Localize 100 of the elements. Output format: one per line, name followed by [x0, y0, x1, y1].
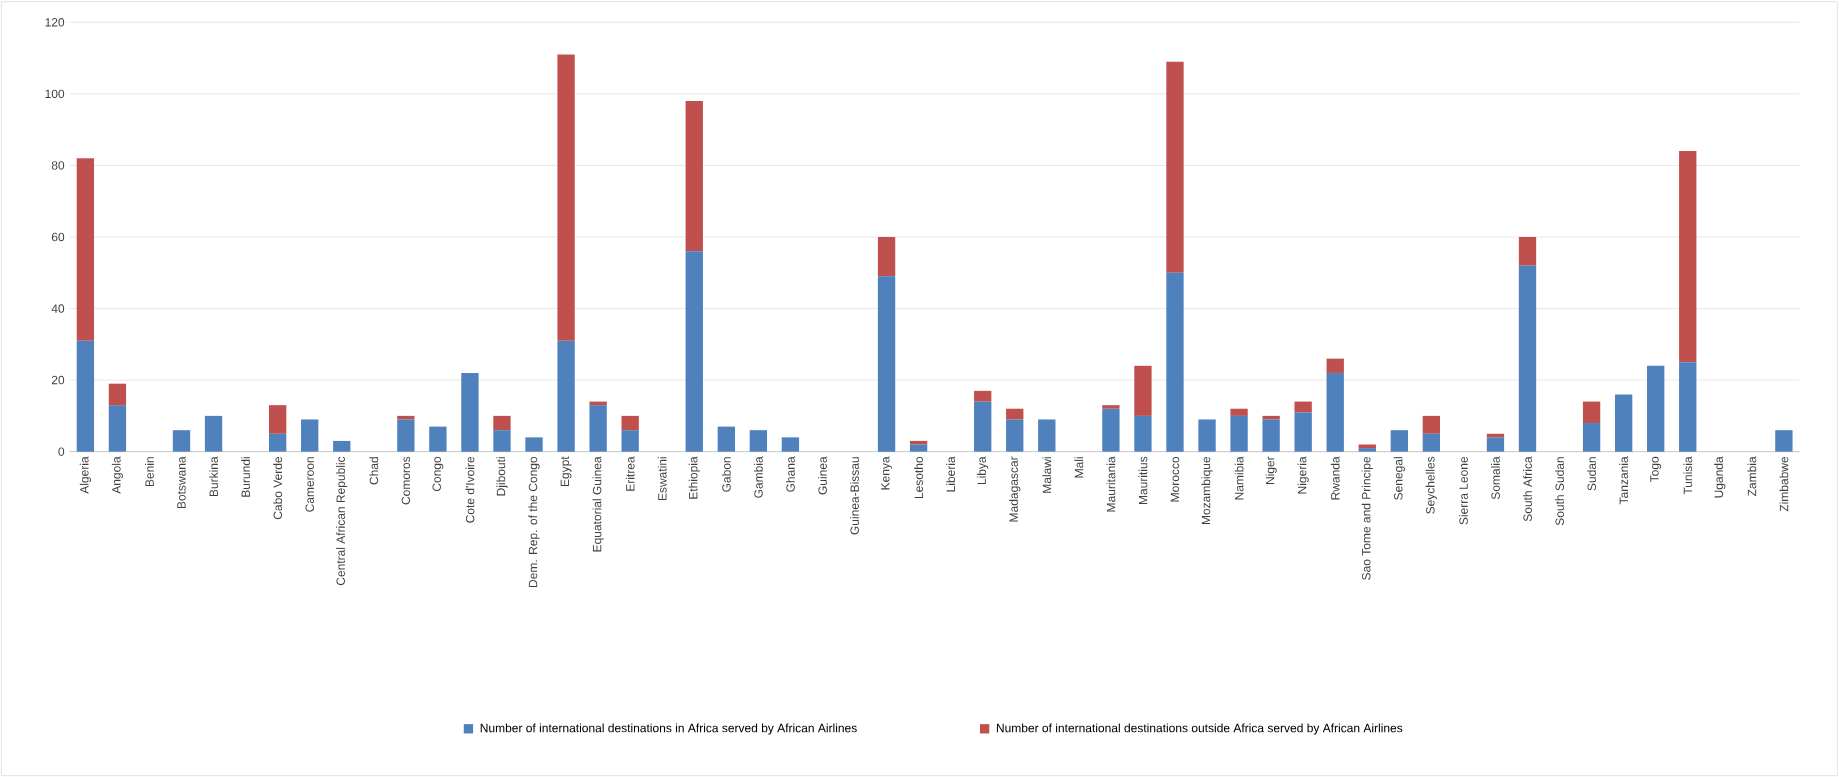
bar: [76, 340, 95, 452]
bar: [781, 437, 800, 452]
bar: [429, 426, 447, 452]
x-tick-label: Tunisia: [1683, 456, 1693, 495]
bar: [1518, 236, 1537, 266]
x-tick-label: Zambia: [1747, 456, 1757, 496]
bar: [1326, 358, 1344, 373]
bar: [1582, 423, 1601, 452]
legend-label: Number of international destinations in Africa served by African Airlines: [480, 723, 857, 735]
x-tick-label: South Africa: [1523, 456, 1532, 522]
bar: [268, 433, 287, 452]
x-tick-label: Niger: [1265, 456, 1277, 485]
bar: [1294, 401, 1312, 413]
bar: [461, 372, 479, 452]
bar: [1614, 394, 1633, 452]
bar: [397, 419, 415, 452]
x-tick-label: Congo: [432, 456, 444, 492]
x-tick-label: Togo: [1650, 456, 1662, 483]
x-tick-label: Mauritius: [1138, 456, 1148, 505]
bar: [1390, 430, 1408, 452]
bar: [1358, 448, 1376, 452]
bar: [1486, 437, 1505, 452]
x-tick-label: Madagascar: [1009, 456, 1021, 522]
bar: [1422, 415, 1441, 434]
x-tick-label: Guinea-Bissau: [850, 457, 859, 535]
bar: [717, 426, 735, 452]
x-tick-label: Botswana: [177, 456, 186, 509]
bar: [525, 437, 543, 452]
legend-label: Number of international destinations outside Africa served by African Airlines: [996, 723, 1403, 735]
x-tick-label: Burundi: [241, 457, 251, 497]
bar: [557, 54, 575, 341]
x-tick-label: South Sudan: [1555, 457, 1564, 526]
y-tick-label: 40: [51, 304, 65, 313]
bar: [909, 440, 928, 445]
x-tick-label: Tanzania: [1619, 456, 1629, 505]
bar: [974, 390, 992, 402]
x-tick-label: Guinea: [818, 456, 827, 495]
x-tick-label: Uganda: [1714, 456, 1726, 498]
bar: [1262, 419, 1280, 452]
bar: [621, 430, 639, 452]
x-tick-label: Sudan: [1587, 457, 1597, 491]
x-tick-label: Nigeria: [1297, 456, 1309, 494]
x-tick-label: Ghana: [786, 456, 795, 492]
x-tick-label: Cameroon: [305, 457, 314, 512]
x-tick-label: Egypt: [560, 456, 572, 487]
bar: [1230, 408, 1248, 416]
bar: [108, 383, 127, 406]
x-tick-label: Gabon: [721, 457, 731, 492]
x-tick-label: Mali: [1074, 457, 1084, 478]
y-tick-label: 120: [45, 18, 65, 27]
x-tick-label: Mauritania: [1106, 456, 1116, 512]
bar: [1166, 272, 1184, 452]
bar: [749, 430, 768, 452]
x-tick-label: Equatorial Guinea: [592, 456, 604, 552]
bar: [909, 444, 928, 452]
bar: [877, 236, 896, 277]
x-tick-label: Morocco: [1170, 456, 1180, 502]
bar: [685, 101, 703, 252]
x-tick-label: Dem. Rep. of the Congo: [528, 456, 540, 588]
x-tick-label: Liberia: [946, 456, 956, 492]
x-tick-label: Rwanda: [1330, 456, 1340, 500]
bar: [1582, 401, 1601, 424]
x-tick-label: Burkina: [209, 456, 218, 497]
bar: [1102, 405, 1120, 409]
x-tick-label: Algeria: [79, 456, 91, 494]
bar: [1647, 365, 1665, 452]
x-tick-label: Cote d'Ivoire: [465, 456, 475, 523]
x-tick-label: Mozambique: [1201, 456, 1213, 525]
y-tick-label: 80: [51, 161, 65, 170]
x-tick-label: Libya: [977, 456, 989, 485]
x-tick-label: Kenya: [881, 456, 892, 490]
x-tick-label: Malawi: [1042, 457, 1052, 493]
bar: [1294, 412, 1312, 452]
x-tick-label: Ethiopia: [688, 456, 700, 499]
x-tick-label: Central African Republic: [336, 456, 348, 586]
bar: [301, 419, 319, 452]
bar: [1006, 408, 1024, 420]
bar: [974, 401, 992, 452]
bar: [1134, 365, 1152, 416]
bar: [589, 405, 607, 452]
x-tick-label: Chad: [369, 457, 379, 485]
x-tick-label: Sierra Leone: [1459, 456, 1468, 525]
x-tick-label: Namibia: [1234, 456, 1244, 500]
x-tick-label: Benin: [145, 457, 154, 487]
bar: [1134, 415, 1152, 452]
bar: [1166, 61, 1184, 273]
bar: [1679, 151, 1697, 363]
x-tick-label: Seychelles: [1425, 456, 1437, 514]
x-tick-label: Djibouti: [496, 457, 508, 496]
x-tick-label: Cabo Verde: [273, 456, 283, 520]
bar: [557, 340, 575, 452]
bar: [621, 415, 639, 431]
bar: [1102, 408, 1120, 452]
bar: [76, 158, 95, 341]
bar: [1422, 433, 1441, 452]
x-tick-label: Angola: [111, 456, 124, 494]
y-tick-label: 0: [58, 447, 65, 456]
y-tick-label: 20: [51, 375, 65, 385]
x-tick-label: Comoros: [401, 456, 411, 505]
bar: [1006, 419, 1024, 452]
